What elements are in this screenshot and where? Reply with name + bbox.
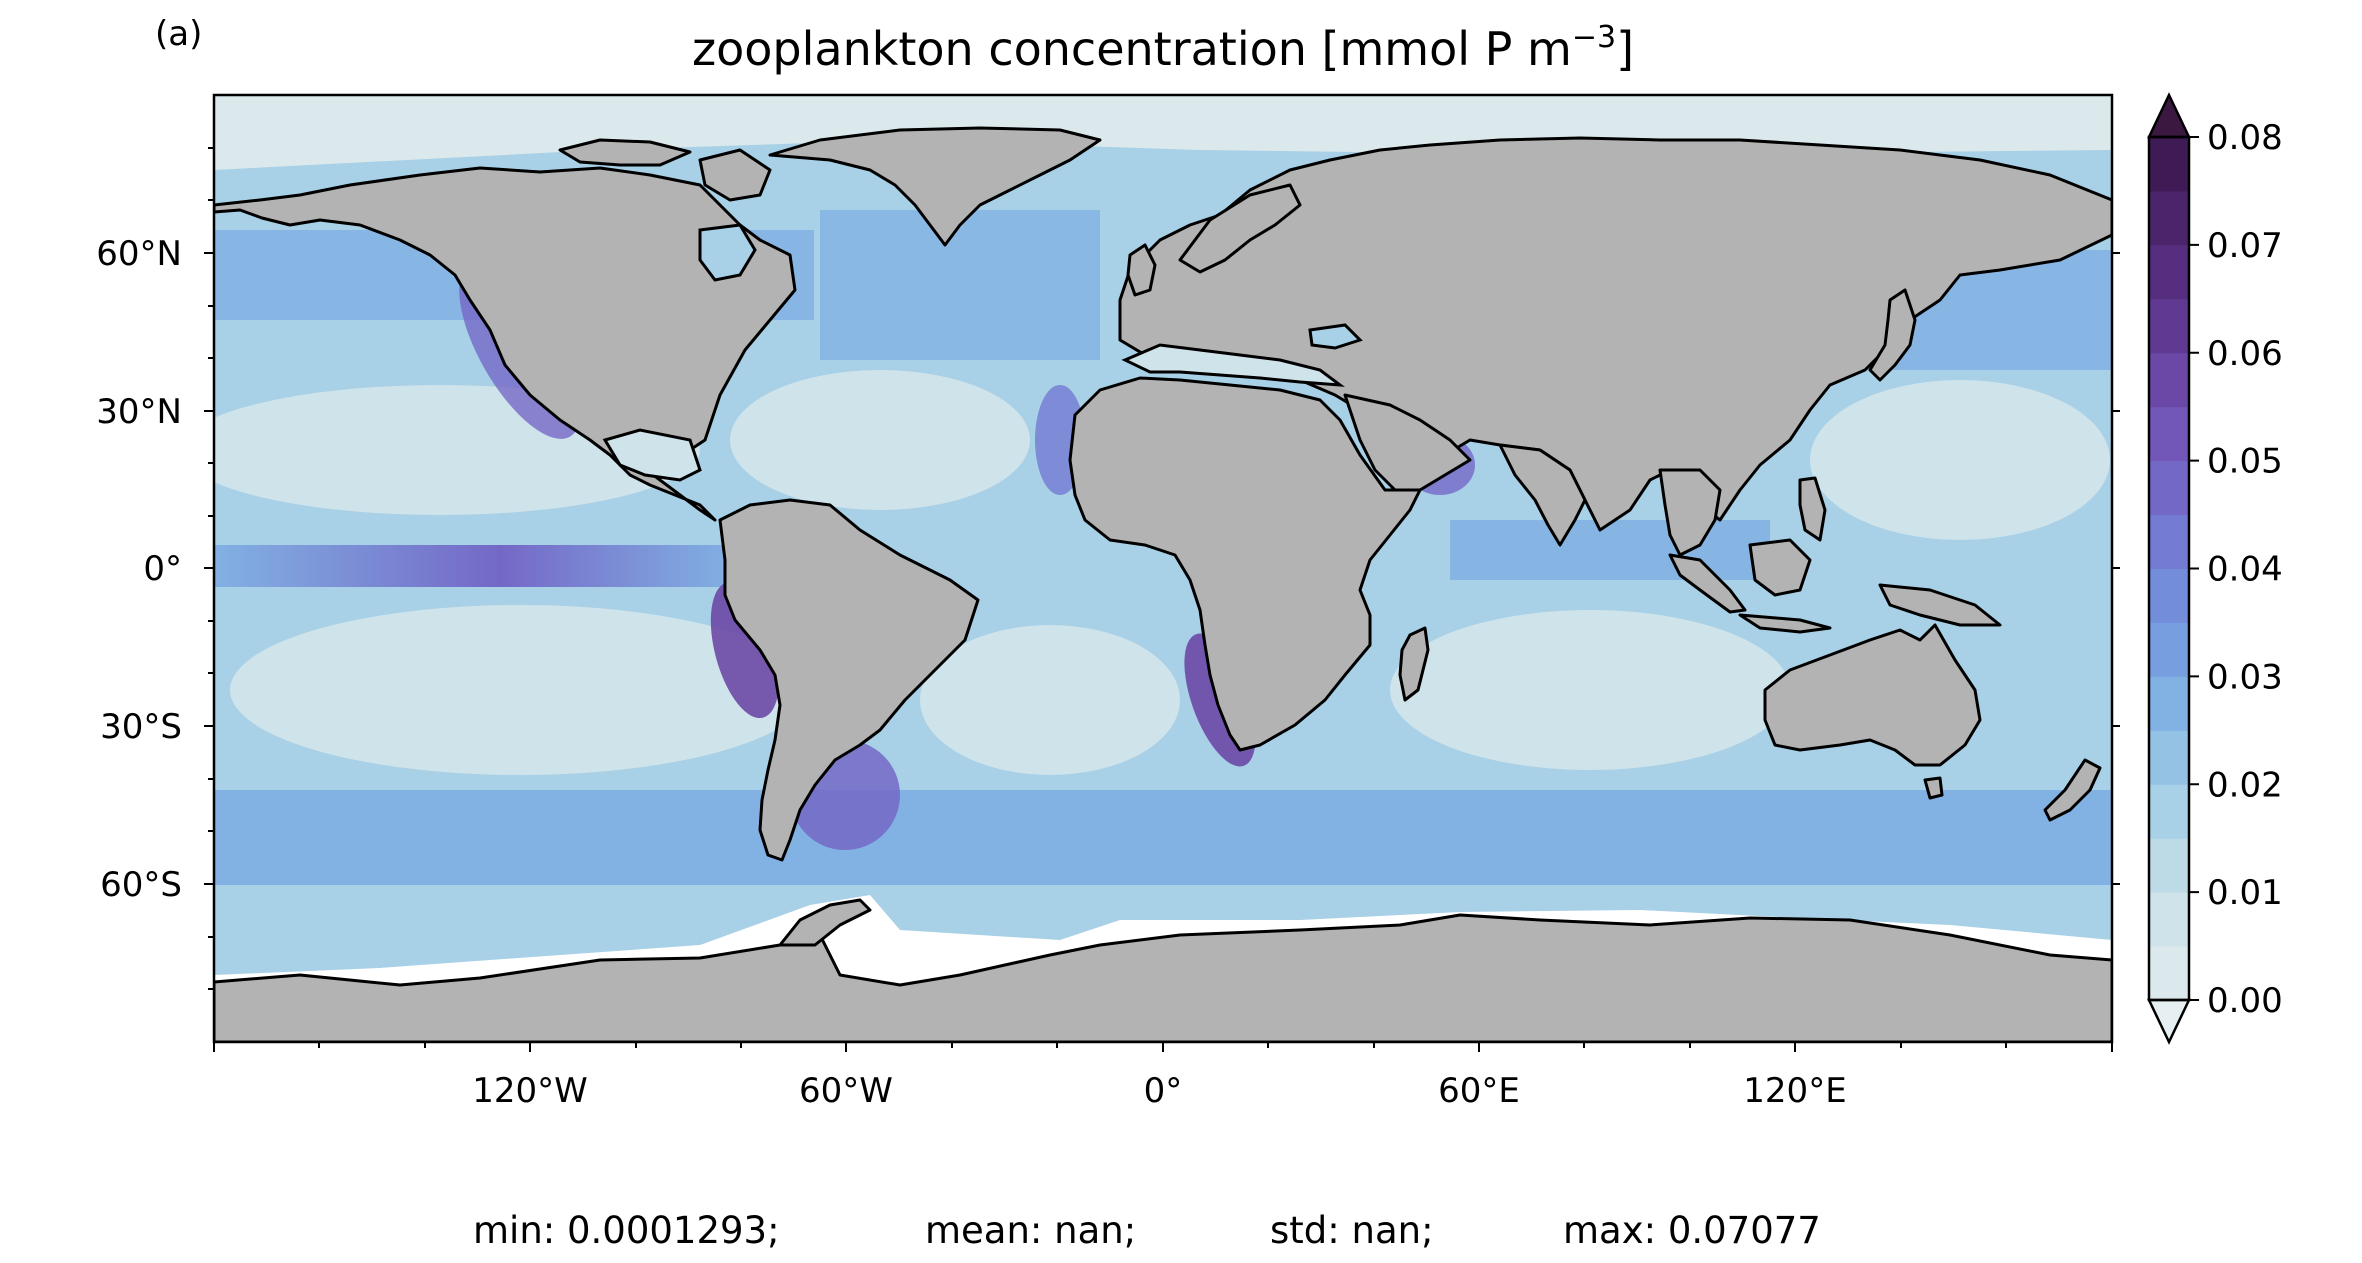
southern-ocean-band — [214, 790, 2112, 885]
tasmania — [1923, 776, 1944, 800]
gyre-indian — [1390, 610, 1790, 770]
gyre-north-atlantic — [730, 370, 1030, 510]
stat-std: std: nan; — [1270, 1209, 1434, 1252]
arctic-islands — [558, 138, 692, 167]
australia — [1763, 623, 1982, 767]
colorbar-tick-label: 0.01 — [2207, 873, 2283, 913]
north-atlantic-band — [820, 210, 1100, 360]
colorbar-level — [2149, 622, 2189, 677]
colorbar-segments — [2149, 137, 2189, 1001]
new-zealand — [2043, 758, 2102, 822]
indochina — [1658, 468, 1722, 557]
colorbar: 0.00 0.01 0.02 0.03 0.04 0.05 0.06 0.07 0.08 — [2147, 92, 2283, 1045]
lat-axis — [204, 147, 2120, 990]
colorbar-tick-label: 0.05 — [2207, 442, 2283, 482]
colorbar-level — [2149, 352, 2189, 408]
arabia — [1343, 393, 1472, 492]
colorbar-level — [2149, 244, 2189, 300]
stats-line: min: 0.0001293; mean: nan; std: nan; max… — [473, 1209, 1821, 1252]
colorbar-level — [2149, 190, 2189, 246]
colorbar-tick-label: 0.02 — [2207, 765, 2283, 805]
colorbar-level — [2149, 730, 2189, 785]
lon-tick-label: 0° — [1144, 1071, 1183, 1111]
colorbar-tick-label: 0.07 — [2207, 226, 2283, 266]
madagascar — [1398, 626, 1430, 702]
equatorial-indian-band — [1450, 520, 1770, 580]
south-america — [718, 498, 980, 862]
british-isles — [1126, 243, 1157, 297]
colorbar-level — [2149, 838, 2189, 893]
black-caspian — [1308, 323, 1363, 350]
philippines — [1798, 476, 1827, 542]
colorbar-tick-label: 0.06 — [2207, 334, 2283, 374]
colorbar-tick-label: 0.00 — [2207, 981, 2283, 1021]
lon-axis — [213, 1042, 2113, 1052]
colorbar-level — [2149, 514, 2189, 569]
scandinavia — [1178, 183, 1302, 274]
map-area — [214, 95, 2112, 1042]
lat-tick-label: 30°S — [100, 707, 182, 747]
panel-label: (a) — [155, 14, 202, 54]
colorbar-over-extension — [2147, 92, 2191, 139]
colorbar-level — [2149, 406, 2189, 462]
hudson-bay — [698, 223, 757, 282]
colorbar-level — [2149, 568, 2189, 623]
map-title: zooplankton concentration [mmol P m−3] — [692, 20, 1634, 76]
japan — [1868, 288, 1917, 382]
colorbar-level — [2149, 784, 2189, 839]
lat-tick-label: 60°N — [96, 234, 182, 274]
lon-tick-labels: 120°W 60°W 0° 60°E 120°E — [472, 1071, 1846, 1111]
colorbar-ticks: 0.00 0.01 0.02 0.03 0.04 0.05 0.06 0.07 0.08 — [2189, 118, 2283, 1021]
baffin-island — [698, 148, 772, 202]
antarctic-peninsula — [778, 898, 872, 947]
india — [1498, 443, 1587, 547]
colorbar-level — [2149, 137, 2189, 192]
lat-tick-labels: 60°N 30°N 0° 30°S 60°S — [96, 234, 182, 905]
gulf-of-mexico — [602, 428, 702, 482]
lat-tick-label: 30°N — [96, 392, 182, 432]
sumatra — [1668, 553, 1747, 614]
lat-tick-label: 60°S — [100, 865, 182, 905]
lon-tick-label: 60°E — [1438, 1071, 1520, 1111]
gyre-south-pacific — [230, 605, 810, 775]
stat-min: min: 0.0001293; — [473, 1209, 780, 1252]
antarctica — [214, 913, 2112, 1042]
colorbar-under-extension — [2147, 998, 2191, 1045]
colorbar-level — [2149, 892, 2189, 947]
new-guinea — [1878, 583, 2002, 627]
stat-max: max: 0.07077 — [1563, 1209, 1821, 1252]
colorbar-level — [2149, 676, 2189, 731]
java — [1738, 613, 1832, 634]
colorbar-tick-label: 0.08 — [2207, 118, 2283, 158]
lon-tick-label: 120°W — [472, 1071, 588, 1111]
colorbar-level — [2149, 460, 2189, 516]
mediterranean — [1121, 343, 1346, 387]
lat-tick-label: 0° — [143, 549, 182, 589]
lon-tick-label: 60°W — [799, 1071, 893, 1111]
gyre-south-atlantic — [920, 625, 1180, 775]
colorbar-level — [2149, 298, 2189, 354]
stat-mean: mean: nan; — [925, 1209, 1136, 1252]
colorbar-tick-label: 0.03 — [2207, 657, 2283, 697]
lon-tick-label: 120°E — [1743, 1071, 1846, 1111]
africa — [1068, 376, 1422, 752]
greenland — [768, 126, 1102, 247]
borneo — [1748, 538, 1812, 597]
colorbar-level — [2149, 946, 2189, 1001]
colorbar-tick-label: 0.04 — [2207, 550, 2283, 590]
equatorial-band — [214, 545, 734, 587]
gyre-west-pacific — [1810, 380, 2110, 540]
